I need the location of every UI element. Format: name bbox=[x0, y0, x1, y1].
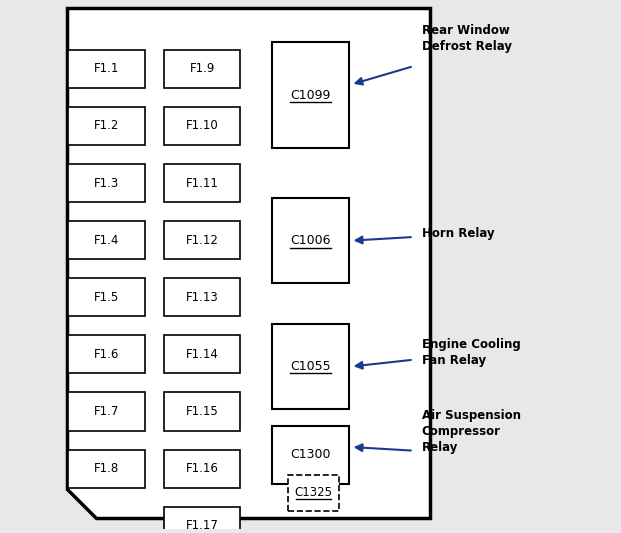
Text: F1.3: F1.3 bbox=[94, 176, 119, 190]
Bar bbox=[164, 507, 240, 533]
Text: F1.13: F1.13 bbox=[186, 291, 219, 304]
Bar bbox=[68, 450, 145, 488]
Text: F1.6: F1.6 bbox=[94, 348, 119, 361]
Text: F1.17: F1.17 bbox=[186, 519, 219, 532]
Bar bbox=[68, 221, 145, 259]
Text: F1.12: F1.12 bbox=[186, 233, 219, 247]
Text: F1.7: F1.7 bbox=[94, 405, 119, 418]
Bar bbox=[272, 426, 349, 484]
Bar bbox=[68, 335, 145, 374]
Text: C1099: C1099 bbox=[290, 88, 331, 102]
Bar bbox=[164, 392, 240, 431]
Text: F1.4: F1.4 bbox=[94, 233, 119, 247]
Bar bbox=[164, 164, 240, 202]
Bar bbox=[68, 50, 145, 88]
Text: C1055: C1055 bbox=[290, 360, 331, 373]
Text: F1.14: F1.14 bbox=[186, 348, 219, 361]
Text: C1006: C1006 bbox=[290, 234, 331, 247]
Bar bbox=[164, 50, 240, 88]
Bar bbox=[164, 335, 240, 374]
Bar bbox=[272, 324, 349, 409]
Text: Rear Window
Defrost Relay: Rear Window Defrost Relay bbox=[422, 24, 512, 53]
Polygon shape bbox=[67, 8, 430, 519]
Bar bbox=[164, 450, 240, 488]
Text: F1.5: F1.5 bbox=[94, 291, 119, 304]
Text: F1.2: F1.2 bbox=[94, 119, 119, 132]
Bar bbox=[164, 107, 240, 145]
Text: C1325: C1325 bbox=[294, 487, 332, 499]
Text: F1.9: F1.9 bbox=[189, 62, 215, 75]
Text: F1.10: F1.10 bbox=[186, 119, 219, 132]
Bar bbox=[288, 475, 338, 511]
Text: F1.1: F1.1 bbox=[94, 62, 119, 75]
Bar bbox=[272, 198, 349, 283]
Text: F1.16: F1.16 bbox=[186, 462, 219, 475]
Text: F1.15: F1.15 bbox=[186, 405, 219, 418]
Text: F1.11: F1.11 bbox=[186, 176, 219, 190]
Text: Air Suspension
Compressor
Relay: Air Suspension Compressor Relay bbox=[422, 409, 520, 454]
Bar bbox=[68, 392, 145, 431]
Bar bbox=[164, 278, 240, 316]
Text: C1300: C1300 bbox=[290, 448, 331, 462]
Text: F1.8: F1.8 bbox=[94, 462, 119, 475]
Bar bbox=[68, 107, 145, 145]
Text: Engine Cooling
Fan Relay: Engine Cooling Fan Relay bbox=[422, 338, 520, 367]
Text: Horn Relay: Horn Relay bbox=[422, 227, 494, 240]
Bar bbox=[272, 42, 349, 148]
Bar bbox=[164, 221, 240, 259]
Bar bbox=[68, 278, 145, 316]
Bar bbox=[68, 164, 145, 202]
